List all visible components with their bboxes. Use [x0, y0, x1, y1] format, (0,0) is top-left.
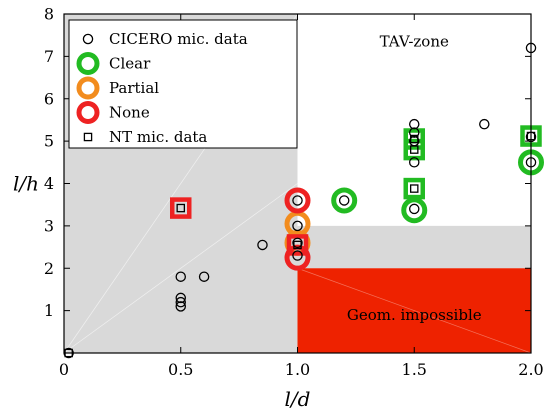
cicero-data-point [292, 220, 303, 232]
y-tick-label: 3 [44, 216, 54, 235]
clear-marker [401, 197, 428, 224]
y-tick-label: 6 [44, 89, 54, 108]
legend-marker-cicero [82, 33, 94, 45]
nt-data-point [176, 203, 185, 213]
none-marker [170, 197, 192, 219]
x-tick-label: 1.0 [285, 360, 310, 379]
legend-marker-nt [83, 132, 93, 142]
cicero-data-point [292, 237, 303, 249]
legend-marker-partial [76, 76, 100, 100]
geom-impossible-label: Geom. impossible [347, 306, 482, 324]
none-marker [286, 234, 309, 256]
axis-ticks: 0 0.5 1.0 1.5 2.0 1 2 3 4 5 6 7 8 [44, 5, 544, 380]
x-tick-label: 0.5 [168, 360, 193, 379]
y-tick-label: 1 [44, 301, 54, 320]
y-axis-label: l/h [13, 172, 39, 196]
cicero-data-point [257, 239, 268, 251]
x-tick-label: 1.5 [402, 360, 427, 379]
cicero-data-point [175, 271, 186, 282]
nt-data-point [409, 134, 419, 144]
clear-marker [403, 177, 425, 200]
legend-marker-clear [76, 52, 100, 75]
y-tick-label: 7 [44, 47, 54, 66]
legend-label: CICERO mic. data [109, 30, 248, 48]
y-tick-label: 8 [44, 5, 54, 24]
y-tick-label: 4 [44, 174, 54, 193]
legend-box [68, 19, 298, 149]
diagonal-line [297, 267, 532, 354]
cicero-data-point [408, 118, 420, 130]
legend-label: Partial [109, 79, 159, 97]
chart-legend: CICERO mic. data Clear Partial None NT mic. … [68, 19, 298, 149]
legend-label: Clear [109, 55, 151, 73]
diagonal-line [63, 183, 298, 354]
y-tick-label: 5 [44, 132, 54, 151]
cicero-data-point [175, 292, 186, 304]
cicero-data-point [175, 301, 186, 312]
nt-data-point [409, 145, 419, 154]
chart-annotations: TAV-zone Geom. impossible [347, 33, 482, 324]
x-tick-label: 2.0 [518, 360, 543, 379]
geom-impossible-region [297, 268, 531, 353]
cicero-data-point [479, 118, 490, 130]
legend-label: NT mic. data [109, 128, 207, 146]
cicero-data-point [175, 296, 186, 308]
cicero-data-point [408, 157, 420, 168]
x-tick-label: 0 [59, 360, 69, 379]
nt-data-point [409, 184, 419, 193]
tav-zone-label: TAV-zone [380, 33, 449, 51]
x-axis-label: l/d [285, 387, 311, 411]
cicero-data-point [408, 203, 420, 215]
cicero-data-point [408, 127, 420, 138]
clear-marker [331, 187, 358, 214]
nt-data-point [293, 240, 302, 250]
legend-label: None [109, 104, 150, 122]
cicero-data-point [338, 195, 350, 206]
y-tick-label: 2 [44, 259, 54, 278]
grey-region-band [297, 225, 531, 269]
none-marker [284, 187, 311, 214]
legend-marker-none [76, 101, 100, 124]
cicero-data-point [198, 271, 210, 282]
cicero-data-point [292, 250, 303, 261]
cicero-data-point [292, 195, 303, 206]
